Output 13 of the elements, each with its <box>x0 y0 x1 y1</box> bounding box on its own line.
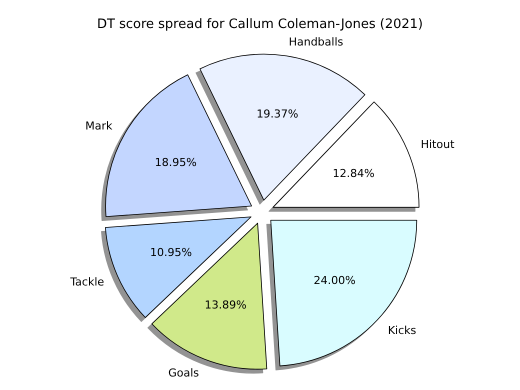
slice-label: Tackle <box>69 276 104 289</box>
data-label: 10.95% <box>150 246 192 260</box>
data-label: 19.37% <box>256 107 298 120</box>
data-label: 18.95% <box>154 156 197 170</box>
data-label: 13.89% <box>204 298 247 312</box>
chart-title: DT score spread for Callum Coleman-Jones (2021) <box>97 17 423 32</box>
data-label: 24.00% <box>314 274 356 288</box>
slice-label: Goals <box>168 366 200 380</box>
slice-label: Handballs <box>288 35 344 48</box>
slice-label: Mark <box>85 120 114 133</box>
data-label: 12.84% <box>332 166 375 180</box>
slice-label: Hitout <box>420 138 456 152</box>
slice-label: Kicks <box>388 324 417 338</box>
